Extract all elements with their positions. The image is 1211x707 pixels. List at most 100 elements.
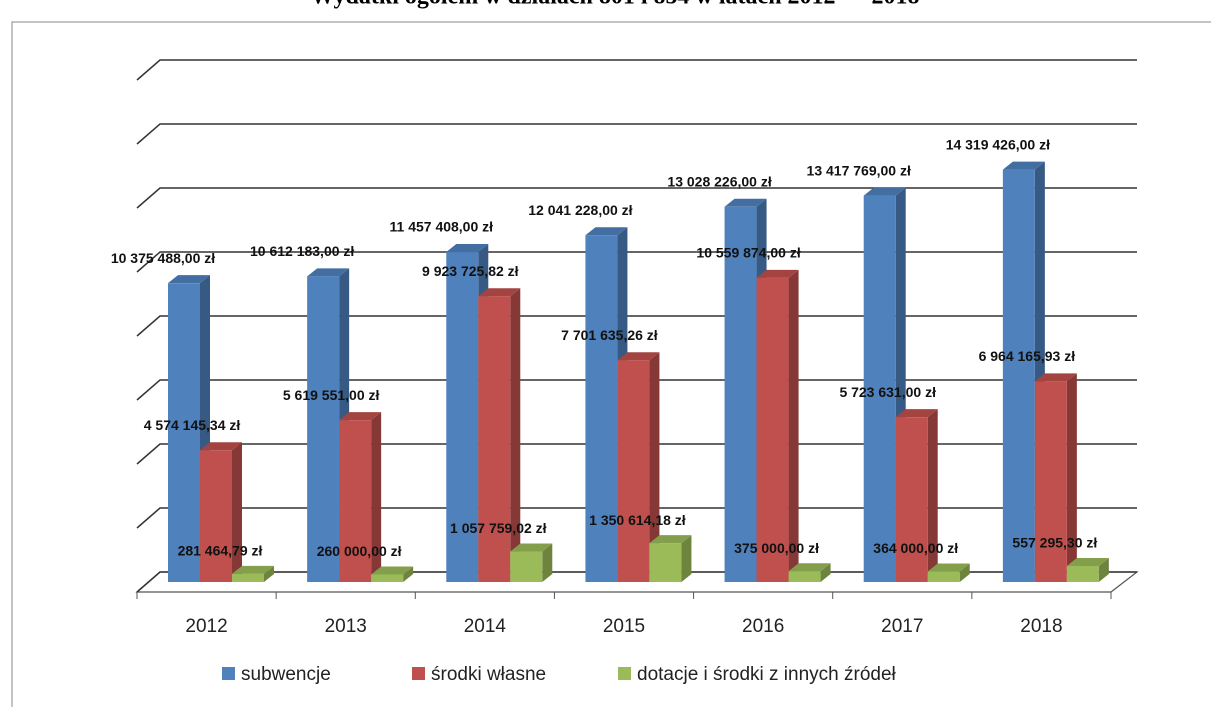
data-label: 14 319 426,00 zł xyxy=(946,136,1050,152)
bar xyxy=(307,268,350,582)
bar xyxy=(927,563,970,582)
bar xyxy=(478,288,521,582)
bar-face xyxy=(168,275,210,284)
data-label: 10 375 488,00 zł xyxy=(111,250,215,266)
bar-face xyxy=(756,269,799,278)
legend-swatch xyxy=(222,667,235,680)
bar xyxy=(510,543,553,582)
bar-face xyxy=(585,235,618,582)
grid-line xyxy=(136,187,1137,209)
data-label: 557 295,30 zł xyxy=(1012,535,1097,551)
bar-face xyxy=(232,573,264,582)
x-tick-label: 2015 xyxy=(603,616,645,637)
legend-label: subwencje xyxy=(241,664,331,685)
bar-face xyxy=(895,417,928,582)
x-tick-label: 2013 xyxy=(325,616,367,637)
chart-title: Wydatki ogółem w działach 801 i 854 w la… xyxy=(310,0,919,10)
bar-face xyxy=(307,268,350,277)
bar-face xyxy=(307,276,340,582)
bar-face xyxy=(927,563,970,572)
data-label: 6 964 165,93 zł xyxy=(979,348,1076,364)
bar-face xyxy=(446,244,489,253)
data-label: 12 041 228,00 zł xyxy=(528,202,632,218)
data-label: 13 028 226,00 zł xyxy=(667,173,771,189)
bar-face xyxy=(510,288,521,582)
data-label: 7 701 635,26 zł xyxy=(561,327,658,343)
data-label: 5 619 551,00 zł xyxy=(283,387,380,403)
bar-face xyxy=(232,442,242,582)
data-label: 4 574 145,34 zł xyxy=(144,417,241,433)
bar-face xyxy=(863,195,896,583)
bar-face xyxy=(478,288,521,297)
bar xyxy=(1034,373,1077,582)
data-label: 10 612 183,00 zł xyxy=(250,243,354,259)
bar-face xyxy=(927,409,938,582)
bar-face xyxy=(232,565,274,574)
data-label: 260 000,00 zł xyxy=(317,543,402,559)
bar-face xyxy=(756,277,789,582)
x-tick-label: 2018 xyxy=(1020,616,1062,637)
bar-face xyxy=(478,296,511,582)
data-label: 1 350 614,18 zł xyxy=(589,512,686,528)
grid-line xyxy=(136,251,1137,273)
data-label: 10 559 874,00 zł xyxy=(696,245,800,261)
data-label: 1 057 759,02 zł xyxy=(450,520,547,536)
legend-label: środki własne xyxy=(431,664,546,685)
bar-face xyxy=(1066,373,1077,582)
bar xyxy=(1002,161,1045,582)
bar-face xyxy=(788,571,821,582)
bar xyxy=(232,565,274,582)
bar xyxy=(1066,557,1109,582)
bar-face xyxy=(895,409,938,418)
bar-face xyxy=(542,543,553,582)
data-label: 13 417 769,00 zł xyxy=(807,162,911,178)
bar-face xyxy=(617,360,650,582)
bar-face xyxy=(820,563,831,582)
bar-face xyxy=(168,283,200,582)
bar-face xyxy=(617,352,660,361)
bar-face xyxy=(200,442,242,451)
x-tick-label: 2014 xyxy=(464,616,507,637)
grid-line xyxy=(136,59,1137,81)
legend-swatch xyxy=(618,667,631,680)
bar-face xyxy=(446,252,479,582)
bar xyxy=(339,412,382,582)
grid-line xyxy=(136,315,1137,337)
bar xyxy=(895,409,938,582)
bar-face xyxy=(681,535,692,582)
bar-face xyxy=(339,420,372,582)
bar xyxy=(617,352,660,582)
bar-face xyxy=(788,269,799,582)
bar-face xyxy=(371,566,414,575)
bar-face xyxy=(1002,169,1035,582)
bar-face xyxy=(371,574,404,582)
bar-face xyxy=(1034,373,1077,382)
bar-face xyxy=(1034,381,1067,582)
bar-face xyxy=(788,563,831,572)
x-tick-label: 2017 xyxy=(881,616,923,637)
bar-face xyxy=(649,352,660,582)
data-label: 375 000,00 zł xyxy=(734,540,819,556)
bar-face xyxy=(200,450,232,582)
legend-label: dotacje i środki z innych źródeł xyxy=(637,664,897,685)
x-tick-label: 2012 xyxy=(185,616,227,637)
bar-face xyxy=(724,206,757,582)
bar-face xyxy=(863,187,906,196)
bar-face xyxy=(585,227,628,236)
bar xyxy=(585,227,628,582)
grid-line xyxy=(136,443,1137,465)
bar-face xyxy=(1002,161,1045,170)
bar xyxy=(756,269,799,582)
data-label: 11 457 408,00 zł xyxy=(390,219,494,235)
bar xyxy=(788,563,831,582)
bar-face xyxy=(959,563,970,582)
bar-face xyxy=(264,565,274,582)
bar xyxy=(200,442,242,582)
bar-face xyxy=(371,412,382,582)
bar-face xyxy=(1066,557,1109,566)
bar-face xyxy=(649,543,682,582)
data-label: 5 723 631,00 zł xyxy=(839,384,936,400)
x-tick-label: 2016 xyxy=(742,616,784,637)
grid-line xyxy=(136,507,1137,529)
